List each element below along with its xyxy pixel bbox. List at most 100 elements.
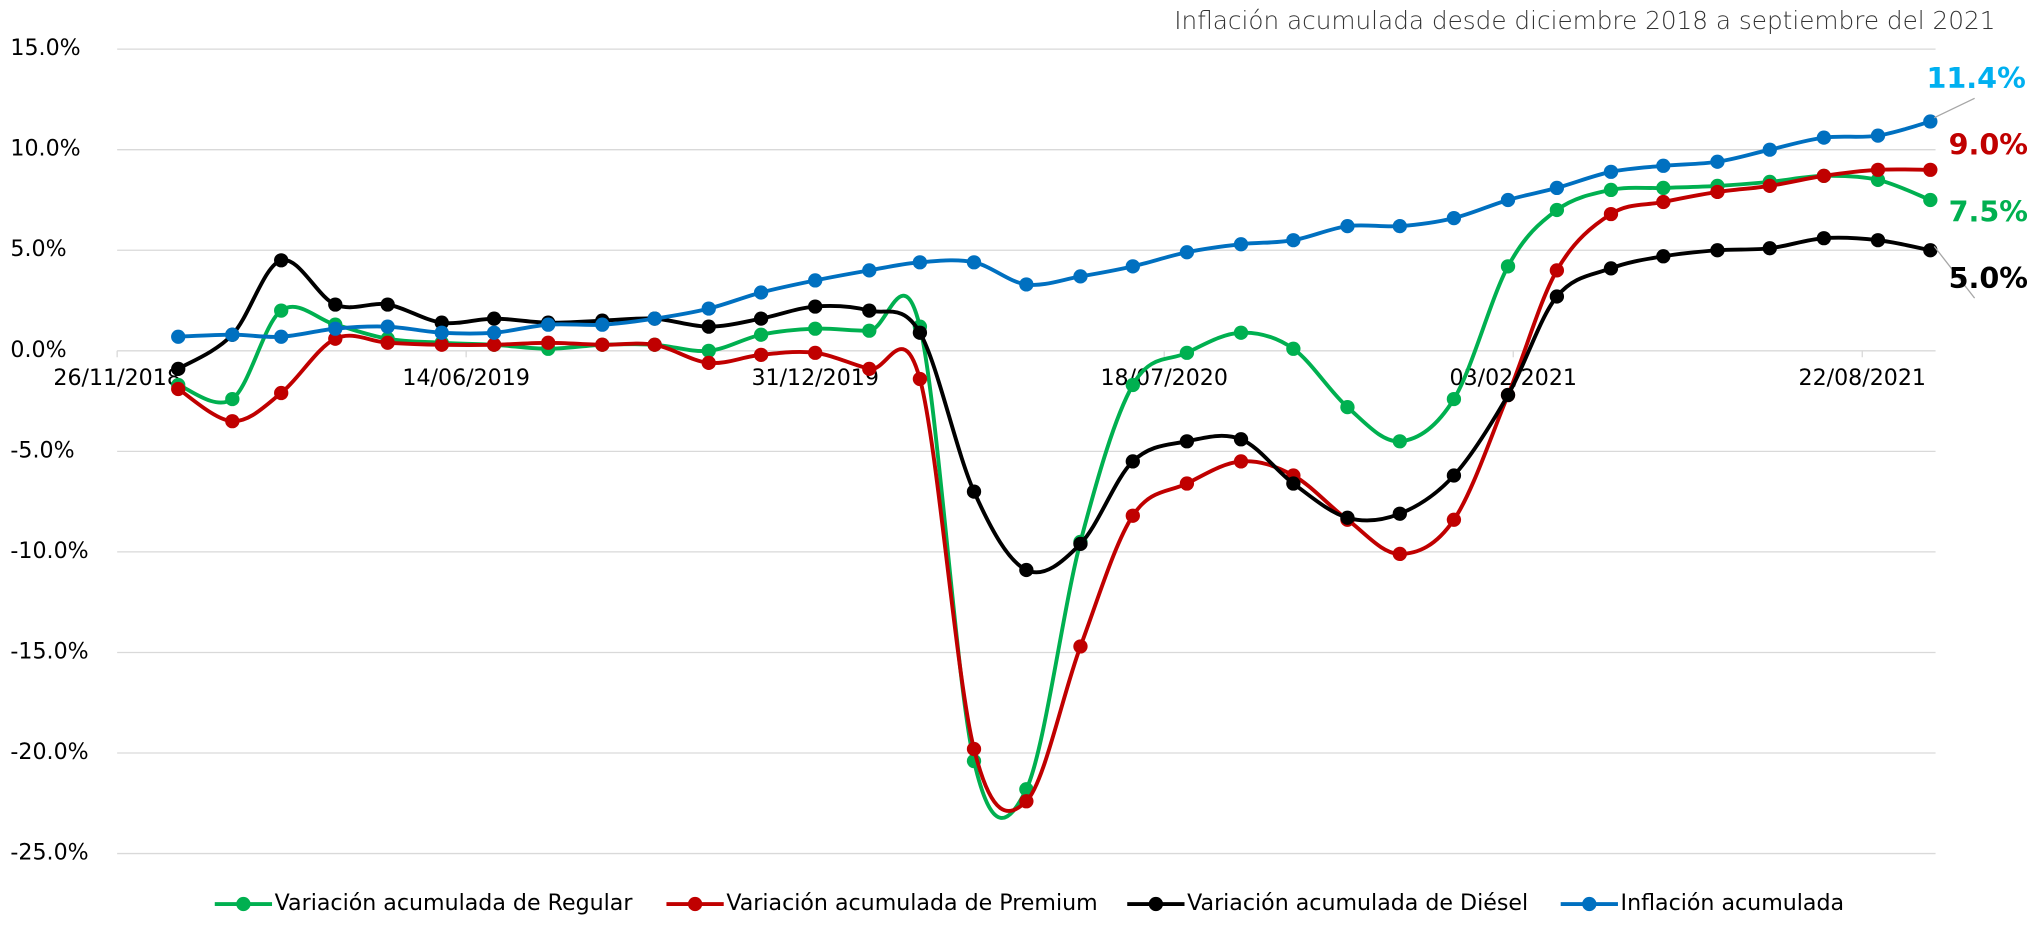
data-point — [328, 321, 343, 336]
data-point — [1500, 259, 1516, 274]
data-point — [274, 253, 289, 268]
data-point — [1446, 391, 1462, 407]
data-point — [1923, 192, 1938, 208]
x-tick-label: 31/12/2019 — [751, 366, 878, 391]
data-point — [647, 337, 662, 352]
data-point — [701, 343, 716, 358]
y-tick-label: 10.0% — [10, 137, 80, 162]
legend-label: Variación acumulada de Regular — [275, 891, 634, 916]
data-point — [1073, 536, 1088, 551]
data-point — [912, 325, 928, 340]
data-point — [1073, 639, 1088, 654]
data-point — [1549, 180, 1565, 196]
data-point — [1549, 289, 1565, 304]
y-tick-label: -10.0% — [10, 539, 88, 564]
y-tick-label: 5.0% — [10, 237, 66, 262]
data-point — [862, 303, 877, 318]
x-tick-label: 22/08/2021 — [1799, 366, 1926, 391]
data-point — [1233, 432, 1249, 447]
legend-marker — [1148, 896, 1164, 912]
data-point — [1392, 219, 1407, 234]
data-point — [966, 255, 982, 270]
data-point — [1019, 794, 1034, 809]
data-point — [912, 371, 928, 387]
x-tick-label: 18/07/2020 — [1100, 366, 1227, 391]
data-point — [595, 317, 610, 332]
data-point — [541, 335, 556, 350]
data-point — [486, 311, 502, 326]
data-point — [1233, 237, 1249, 252]
data-point — [1179, 434, 1195, 449]
data-point — [1923, 114, 1938, 129]
data-point — [1816, 168, 1832, 183]
data-point — [1125, 259, 1140, 274]
data-point — [1446, 512, 1462, 527]
data-point — [434, 337, 449, 352]
series-line — [177, 173, 1932, 820]
data-point — [434, 325, 449, 340]
end-label: 7.5% — [1949, 195, 2028, 228]
data-point — [862, 361, 877, 377]
data-point — [701, 319, 716, 334]
data-point — [753, 311, 769, 326]
data-point — [274, 385, 289, 401]
data-point — [1923, 162, 1938, 177]
data-point — [1446, 468, 1462, 483]
data-point — [1870, 162, 1886, 177]
data-point — [380, 335, 395, 350]
x-tick-label: 14/06/2019 — [402, 366, 529, 391]
data-point — [225, 327, 240, 342]
data-point — [171, 361, 186, 377]
legend-label: Inflación acumulada — [1621, 891, 1845, 916]
data-point — [1816, 231, 1832, 246]
data-point — [225, 414, 240, 429]
data-point — [753, 347, 769, 362]
data-point — [1446, 210, 1462, 226]
data-point — [1392, 506, 1407, 521]
data-point — [1340, 510, 1355, 525]
y-tick-label: 15.0% — [10, 36, 80, 61]
data-point — [1762, 142, 1777, 157]
data-point — [701, 355, 716, 370]
data-point — [1019, 277, 1034, 292]
data-point — [862, 263, 877, 278]
legend-marker — [1582, 896, 1597, 912]
data-point — [171, 381, 186, 397]
data-point — [1549, 263, 1565, 278]
data-point — [1549, 202, 1565, 218]
data-point — [1656, 249, 1671, 264]
data-point — [1762, 178, 1777, 194]
data-point — [1500, 387, 1516, 403]
data-point — [171, 329, 186, 344]
data-point — [808, 273, 823, 288]
data-point — [541, 317, 556, 332]
data-point — [1179, 245, 1195, 260]
leader-line — [1933, 245, 1976, 299]
legend-marker — [687, 896, 703, 912]
data-point — [1870, 128, 1886, 143]
data-point — [274, 303, 289, 318]
data-point — [1286, 341, 1301, 356]
data-point — [1656, 194, 1671, 210]
data-point — [486, 325, 502, 340]
data-point — [225, 391, 240, 407]
data-point — [1179, 476, 1195, 491]
series-line — [177, 167, 1931, 813]
data-point — [1656, 158, 1671, 173]
data-point — [966, 741, 982, 757]
data-point — [1870, 233, 1886, 248]
data-point — [1603, 261, 1619, 276]
data-point — [808, 299, 823, 314]
data-point — [1340, 219, 1355, 234]
y-tick-label: 0.0% — [10, 338, 66, 363]
data-point — [1286, 233, 1301, 248]
end-label: 5.0% — [1949, 262, 2028, 295]
data-point — [1603, 206, 1619, 222]
data-point — [701, 301, 716, 316]
data-point — [1019, 782, 1034, 797]
data-point — [328, 297, 343, 312]
y-tick-label: -5.0% — [10, 438, 74, 463]
data-point — [1125, 508, 1140, 523]
data-point — [1340, 400, 1355, 415]
data-point — [486, 337, 502, 352]
